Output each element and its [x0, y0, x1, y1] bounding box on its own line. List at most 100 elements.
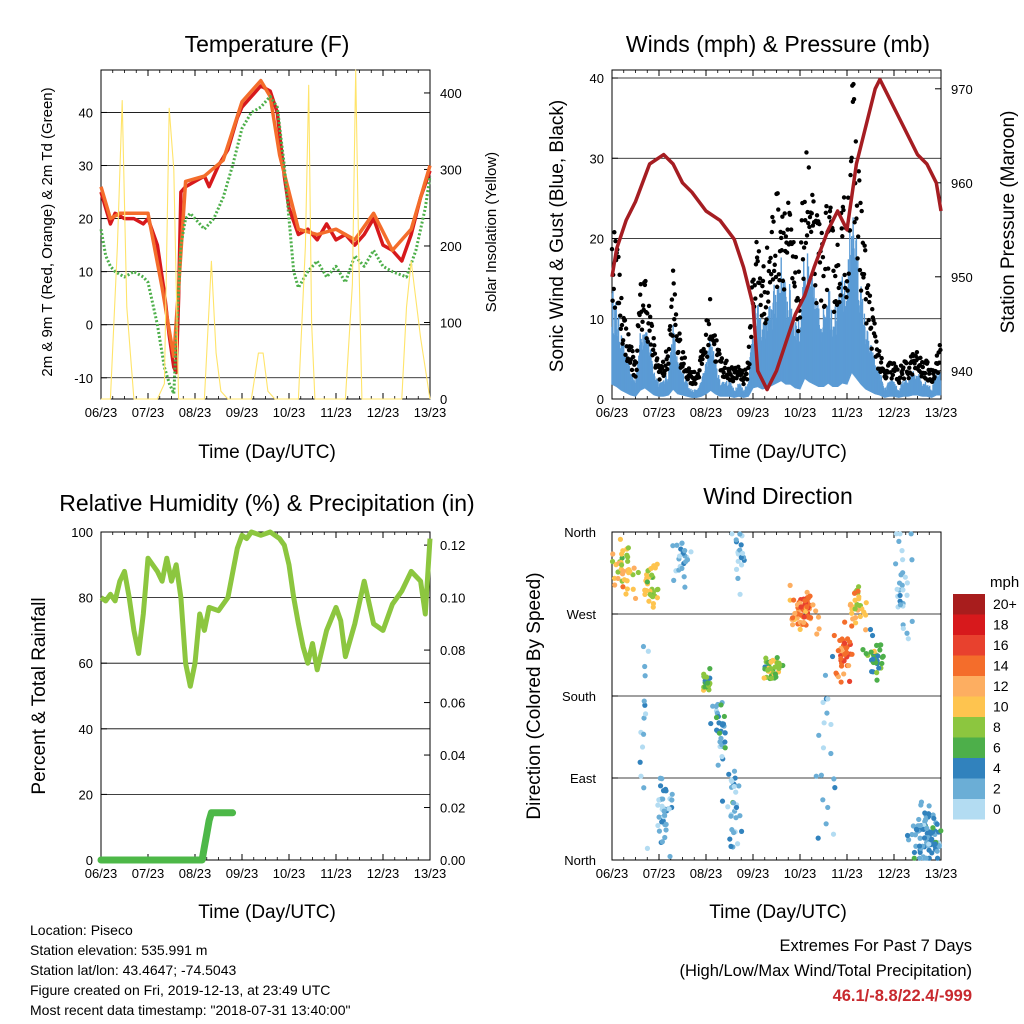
gust-point [835, 262, 841, 268]
direction-point [738, 562, 745, 568]
gust-point [703, 350, 708, 355]
gust-point [861, 275, 866, 280]
gust-point [820, 254, 826, 260]
gust-point [640, 303, 646, 308]
gust-point [937, 343, 943, 348]
direction-point [655, 802, 661, 808]
gust-point [674, 334, 679, 339]
x-tick-label: 08/23 [179, 405, 212, 420]
direction-point [683, 559, 689, 565]
direction-point [688, 549, 694, 555]
gust-point [848, 172, 853, 178]
direction-point [926, 803, 932, 809]
direction-point [671, 577, 677, 584]
y2-tick-label: 0.06 [440, 696, 465, 711]
gust-point [639, 327, 645, 332]
gust-point [772, 262, 777, 267]
direction-point [909, 618, 915, 624]
direction-point [655, 822, 661, 829]
direction-point [807, 614, 814, 621]
gust-point [873, 334, 878, 339]
colorbar-swatch [953, 696, 985, 717]
direction-point [659, 839, 665, 845]
gust-point [619, 322, 625, 328]
direction-point [669, 791, 675, 797]
gust-point [851, 97, 857, 102]
direction-point [719, 753, 725, 760]
direction-point [899, 548, 905, 554]
gust-point [841, 207, 846, 213]
gust-point [776, 207, 781, 212]
gust-point [804, 150, 809, 155]
gust-point [721, 370, 726, 375]
direction-point [897, 592, 903, 599]
colorbar-swatch [953, 676, 985, 697]
direction-point [854, 601, 860, 608]
gust-point [764, 317, 769, 322]
direction-point [729, 778, 735, 784]
direction-point [857, 613, 863, 620]
gust-point [754, 239, 759, 245]
direction-point [627, 568, 633, 575]
gust-point [906, 375, 911, 381]
direction-point [625, 558, 631, 564]
direction-point [728, 813, 734, 819]
direction-point [823, 821, 829, 827]
direction-point [659, 819, 665, 825]
gust-point [752, 283, 757, 288]
gust-point [776, 272, 782, 277]
direction-point [821, 720, 827, 726]
direction-point [934, 855, 941, 861]
gust-point [655, 356, 660, 361]
direction-point [776, 662, 783, 668]
gust-point [781, 287, 787, 292]
gust-point [616, 300, 622, 306]
y2-tick-label: 300 [440, 162, 462, 177]
gust-point [665, 366, 670, 372]
direction-point [852, 614, 859, 621]
x-tick-label: 13/23 [925, 866, 958, 881]
direction-point [879, 660, 885, 667]
gust-point [814, 213, 820, 218]
direction-point [713, 714, 720, 721]
gust-point [652, 351, 658, 356]
y-tick-label: 40 [590, 71, 604, 86]
gust-point [842, 272, 847, 278]
gust-point [867, 293, 873, 298]
gust-point [918, 355, 923, 361]
gust-point [836, 285, 841, 291]
direction-point [681, 574, 687, 580]
gust-point [767, 259, 772, 265]
direction-point [918, 799, 925, 805]
y2-tick-label: 0.08 [440, 643, 465, 658]
solar-line [101, 69, 431, 400]
gust-point [846, 271, 851, 276]
y-tick-label: 20 [79, 212, 93, 227]
direction-point [804, 604, 810, 610]
gust-point [830, 228, 836, 233]
direction-point [904, 592, 910, 598]
direction-point [909, 557, 915, 563]
gust-point [761, 264, 766, 269]
gust-point [669, 304, 674, 310]
winds-panel: Winds (mph) & Pressure (mb) Sonic Wind &… [547, 31, 1019, 463]
direction-point [734, 841, 741, 847]
x-tick-label: 09/23 [226, 405, 259, 420]
direction-point [625, 545, 631, 551]
y2-tick-label: 0 [440, 392, 447, 407]
direction-point [682, 584, 688, 590]
y-tick-label: 40 [79, 105, 93, 120]
gust-point [907, 365, 912, 371]
direction-point [908, 531, 914, 537]
direction-point [663, 821, 669, 828]
direction-point [679, 540, 685, 546]
direction-title: Wind Direction [703, 483, 853, 509]
gust-point [914, 349, 920, 355]
y-tick-label: 0 [86, 318, 93, 333]
direction-point [902, 574, 908, 580]
gust-point [867, 299, 872, 305]
gust-point [774, 284, 780, 290]
gust-point [659, 365, 665, 371]
direction-point [662, 834, 668, 841]
